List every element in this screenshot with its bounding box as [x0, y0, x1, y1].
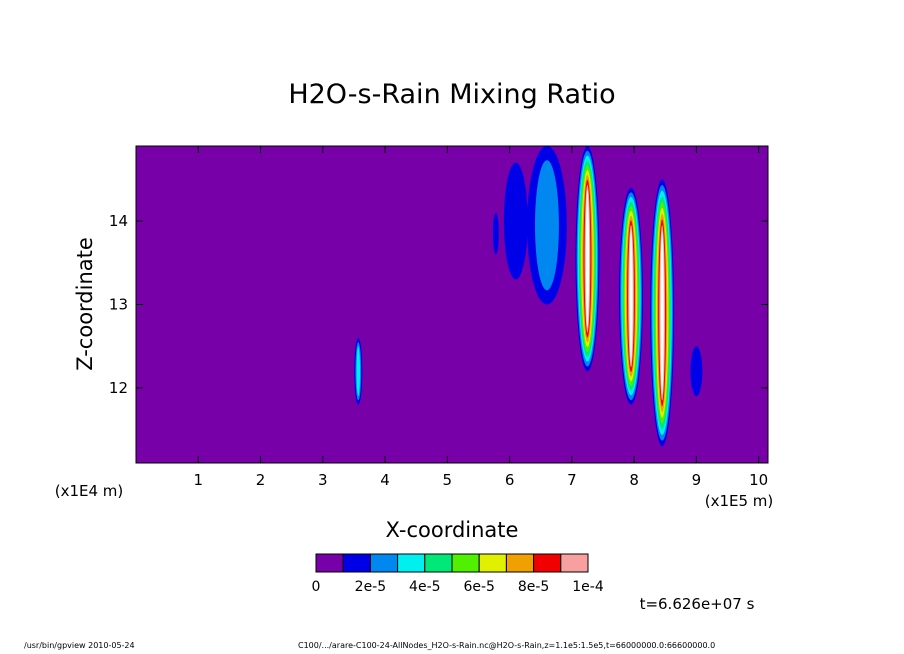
colorbar-label: 2e-5	[355, 579, 386, 595]
colorbar-swatch	[397, 553, 426, 573]
contour-level	[492, 212, 499, 255]
colorbar-swatch	[533, 553, 562, 573]
colorbar	[315, 553, 589, 573]
colorbar-swatch	[560, 553, 589, 573]
colorbar-label: 8e-5	[518, 579, 549, 595]
y-tick-label: 13	[109, 296, 128, 314]
colorbar-swatch	[315, 553, 344, 573]
colorbar-labels: 0 2e-5 4e-5 6e-5 8e-5 1e-4	[312, 579, 604, 595]
x-tick-label: 5	[443, 471, 453, 489]
feature-thin-wisp	[492, 212, 499, 255]
chart-title: H2O-s-Rain Mixing Ratio	[288, 79, 615, 110]
footer-left: /usr/bin/gpview 2010-05-24	[24, 641, 135, 650]
feature-plume-60	[503, 162, 528, 280]
x-tick-label: 10	[749, 471, 768, 489]
colorbar-swatch	[369, 553, 399, 573]
x-tick-label: 6	[505, 471, 515, 489]
feature-small-plume	[354, 337, 363, 405]
footer-right: C100/.../arare-C100-24-AllNodes_H2O-s-Ra…	[298, 641, 716, 650]
colorbar-swatch	[342, 553, 371, 573]
contour-level	[585, 189, 590, 328]
y-axis-label: Z-coordinate	[73, 237, 97, 371]
feature-core-73	[575, 145, 600, 372]
y-axis-units: (x1E4 m)	[55, 482, 124, 500]
x-tick-label: 2	[256, 471, 266, 489]
colorbar-label: 1e-4	[572, 579, 604, 595]
y-tick-label: 14	[109, 212, 128, 230]
colorbar-label: 4e-5	[409, 579, 440, 595]
x-tick-label: 3	[318, 471, 328, 489]
colorbar-label: 6e-5	[463, 579, 494, 595]
contour-level	[503, 162, 528, 280]
colorbar-swatch	[424, 553, 453, 573]
feature-plume-65	[527, 146, 567, 305]
contour-level	[535, 160, 559, 291]
x-axis-ticks: 1 2 3 4 5 6 7 8 9 10	[193, 146, 768, 489]
time-label: t=6.626e+07 s	[640, 595, 755, 613]
x-tick-label: 8	[629, 471, 639, 489]
data-features	[354, 145, 703, 447]
x-tick-label: 7	[567, 471, 577, 489]
contour-level	[690, 346, 703, 397]
plot-area	[135, 145, 769, 464]
y-tick-label: 12	[109, 379, 128, 397]
y-axis-ticks: 12 13 14	[109, 212, 768, 397]
colorbar-swatch	[478, 553, 507, 573]
colorbar-label: 0	[312, 579, 321, 595]
contour-level	[629, 229, 633, 363]
x-tick-label: 1	[193, 471, 203, 489]
x-tick-label: 4	[380, 471, 390, 489]
feature-core-80	[619, 187, 643, 405]
contour-level	[356, 346, 360, 397]
colorbar-swatch	[505, 553, 535, 573]
x-axis-units: (x1E5 m)	[705, 492, 774, 510]
x-axis-label: X-coordinate	[386, 518, 519, 542]
contour-level	[660, 230, 664, 395]
colorbar-swatch	[451, 553, 480, 573]
feature-plume-90	[690, 346, 703, 397]
feature-core-85	[650, 179, 675, 447]
x-tick-label: 9	[692, 471, 702, 489]
